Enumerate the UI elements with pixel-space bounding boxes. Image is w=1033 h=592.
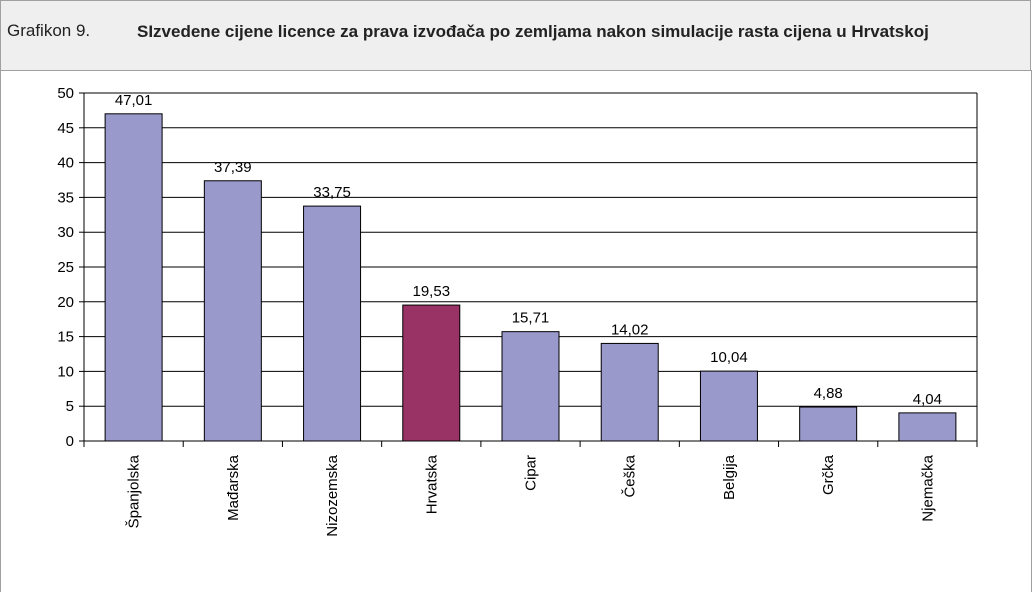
y-tick-label: 0 — [66, 433, 74, 450]
x-tick-label: Hrvatska — [423, 454, 440, 514]
y-tick-label: 20 — [57, 294, 74, 311]
y-tick-label: 10 — [57, 363, 74, 380]
y-tick-label: 40 — [57, 155, 74, 172]
frame — [0, 70, 1032, 592]
header: Grafikon 9. SIzvedene cijene licence za … — [0, 0, 1031, 71]
data-label: 4,88 — [814, 385, 843, 402]
data-label: 14,02 — [611, 321, 649, 338]
bar — [600, 342, 659, 442]
y-tick-label: 50 — [57, 85, 74, 102]
x-tick-label: Grčka — [820, 454, 837, 495]
figure-label: Grafikon 9. — [7, 21, 91, 40]
x-tick-label: Cipar — [523, 455, 540, 491]
y-tick-label: 25 — [57, 259, 74, 276]
y-tick-label: 30 — [57, 224, 74, 241]
data-label: 19,53 — [413, 283, 451, 300]
bar — [203, 180, 262, 442]
bar — [303, 205, 362, 442]
x-tick-label: Španjolska — [126, 454, 143, 528]
bar — [799, 406, 858, 442]
y-tick-label: 45 — [57, 120, 74, 137]
data-label: 33,75 — [313, 184, 351, 201]
bar — [699, 370, 758, 442]
chart: 0 5 10 15 20 25 30 35 40 45 50 Španjolska 47,01 Mađar… — [0, 70, 1032, 592]
x-tick-label: Belgija — [721, 454, 738, 500]
data-label: 47,01 — [115, 92, 153, 109]
y-tick-label: 5 — [66, 398, 74, 415]
bar — [402, 304, 461, 442]
bar — [501, 331, 560, 442]
data-label: 4,04 — [913, 391, 942, 408]
data-label: 37,39 — [214, 159, 252, 176]
x-tick-label: Nizozemska — [324, 454, 341, 536]
x-tick-label: Njemačka — [919, 454, 936, 521]
chart-title: SIzvedene cijene licence za prava izvođa… — [137, 22, 929, 41]
x-tick-label: Češka — [622, 454, 639, 497]
y-tick-label: 35 — [57, 189, 74, 206]
data-label: 10,04 — [710, 349, 748, 366]
y-tick-label: 15 — [57, 329, 74, 346]
bar — [104, 113, 163, 442]
x-tick-label: Mađarska — [225, 454, 242, 521]
bar — [898, 412, 957, 442]
data-label: 15,71 — [512, 310, 550, 327]
